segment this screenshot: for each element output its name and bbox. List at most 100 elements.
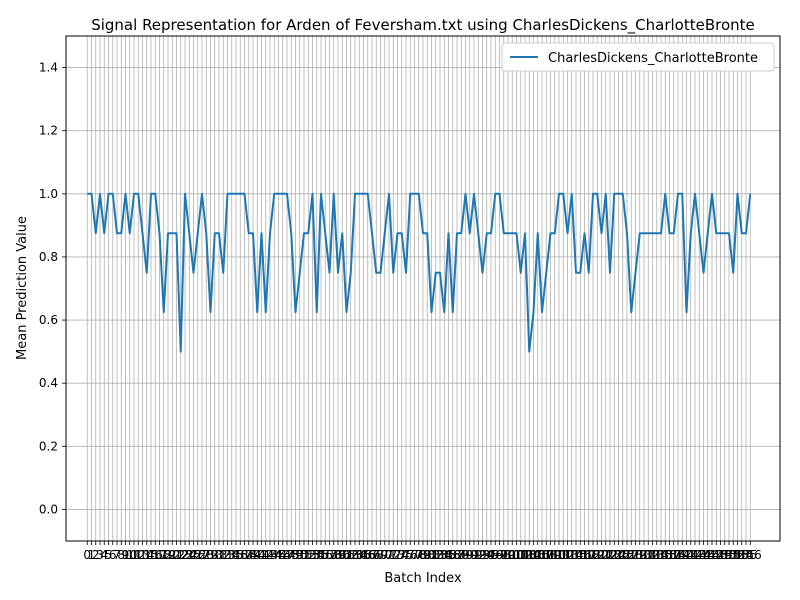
x-tick-label: 83 [432, 548, 447, 562]
x-tick-label: 144 [688, 548, 711, 562]
x-tick-label: 42 [258, 548, 273, 562]
x-tick-label: 88 [454, 548, 469, 562]
x-tick-label: 138 [662, 548, 685, 562]
x-tick-label: 92 [471, 548, 486, 562]
x-tick-label: 66 [360, 548, 375, 562]
x-tick-label: 116 [569, 548, 592, 562]
x-tick-label: 9 [122, 548, 130, 562]
x-tick-label: 64 [352, 548, 367, 562]
x-tick-label: 70 [377, 548, 392, 562]
x-tick-label: 56 [318, 548, 333, 562]
x-tick-label: 63 [347, 548, 362, 562]
x-tick-label: 78 [411, 548, 426, 562]
series-line [87, 192, 752, 353]
legend: CharlesDickens_CharlotteBronte [501, 42, 775, 72]
x-tick-label: 137 [658, 548, 681, 562]
x-tick-label: 37 [237, 548, 252, 562]
x-tick-label: 12 [131, 548, 146, 562]
legend-label: CharlesDickens_CharlotteBronte [548, 51, 758, 66]
x-tick-label: 125 [607, 548, 630, 562]
x-tick-label: 2 [92, 548, 100, 562]
x-tick-label: 114 [560, 548, 583, 562]
x-tick-label: 47 [279, 548, 294, 562]
x-tick-label: 123 [599, 548, 622, 562]
x-tick-label: 31 [211, 548, 226, 562]
x-tick-label: 19 [160, 548, 175, 562]
x-tick-label: 40 [250, 548, 265, 562]
x-tick-label: 77 [407, 548, 422, 562]
x-tick-label: 75 [398, 548, 413, 562]
x-tick-label: 106 [526, 548, 549, 562]
x-tick-label: 28 [199, 548, 214, 562]
x-tick-label: 90 [462, 548, 477, 562]
x-tick-label: 15 [143, 548, 158, 562]
x-tick-label: 102 [509, 548, 532, 562]
x-tick-label: 134 [645, 548, 668, 562]
x-tick-label: 80 [420, 548, 435, 562]
y-tick-label: 0.4 [39, 376, 58, 390]
x-tick-label: 82 [428, 548, 443, 562]
y-tick-label: 1.0 [39, 187, 58, 201]
x-tick-label: 27 [194, 548, 209, 562]
x-tick-label: 61 [339, 548, 354, 562]
y-axis: 0.0 0.2 0.4 0.6 0.8 1.0 1.2 1.4 [39, 61, 66, 516]
x-tick-label: 53 [305, 548, 320, 562]
x-tick-label: 130 [628, 548, 651, 562]
x-tick-label: 69 [373, 548, 388, 562]
x-tick-label: 23 [177, 548, 192, 562]
x-tick-label: 17 [152, 548, 167, 562]
y-tick-label: 0.2 [39, 439, 58, 453]
x-tick-label: 32 [216, 548, 231, 562]
x-tick-label: 0 [83, 548, 91, 562]
x-tick-label: 52 [301, 548, 316, 562]
x-tick-label: 142 [679, 548, 702, 562]
x-tick-label: 26 [190, 548, 205, 562]
x-tick-label: 68 [369, 548, 384, 562]
x-tick-label: 65 [356, 548, 371, 562]
x-tick-label: 96 [488, 548, 503, 562]
x-tick-label: 39 [245, 548, 260, 562]
y-tick-label: 1.4 [39, 61, 58, 75]
x-tick-label: 113 [556, 548, 579, 562]
x-axis-label: Batch Index [384, 571, 462, 586]
x-tick-label: 34 [224, 548, 239, 562]
x-tick-label: 72 [386, 548, 401, 562]
x-tick-label: 141 [675, 548, 698, 562]
x-tick-label: 57 [322, 548, 337, 562]
x-tick-label: 84 [437, 548, 452, 562]
x-tick-label: 155 [735, 548, 758, 562]
x-tick-label: 25 [186, 548, 201, 562]
x-tick-label: 29 [203, 548, 218, 562]
x-tick-label: 98 [496, 548, 511, 562]
x-tick-label: 67 [364, 548, 379, 562]
x-tick-label: 117 [573, 548, 596, 562]
x-tick-label: 118 [577, 548, 600, 562]
x-tick-label: 11 [126, 548, 141, 562]
y-axis-label: Mean Prediction Value [15, 216, 30, 360]
x-tick-label: 86 [445, 548, 460, 562]
x-tick-label: 109 [539, 548, 562, 562]
x-tick-label: 85 [441, 548, 456, 562]
x-tick-label: 101 [505, 548, 528, 562]
x-tick-label: 152 [722, 548, 745, 562]
x-tick-label: 119 [582, 548, 605, 562]
x-tick-label: 54 [309, 548, 324, 562]
x-tick-label: 140 [671, 548, 694, 562]
x-tick-label: 87 [449, 548, 464, 562]
x-tick-label: 43 [262, 548, 277, 562]
x-tick-label: 126 [611, 548, 634, 562]
x-tick-label: 139 [667, 548, 690, 562]
x-tick-label: 20 [165, 548, 180, 562]
x-tick-label: 7 [113, 548, 121, 562]
x-tick-label: 41 [254, 548, 269, 562]
x-tick-label: 50 [292, 548, 307, 562]
x-tick-label: 44 [267, 548, 282, 562]
grid [66, 36, 780, 541]
chart-title: Signal Representation for Arden of Fever… [91, 16, 755, 35]
x-tick-label: 145 [692, 548, 715, 562]
x-tick-label: 71 [381, 548, 396, 562]
x-tick-label: 153 [726, 548, 749, 562]
x-tick-label: 124 [603, 548, 626, 562]
